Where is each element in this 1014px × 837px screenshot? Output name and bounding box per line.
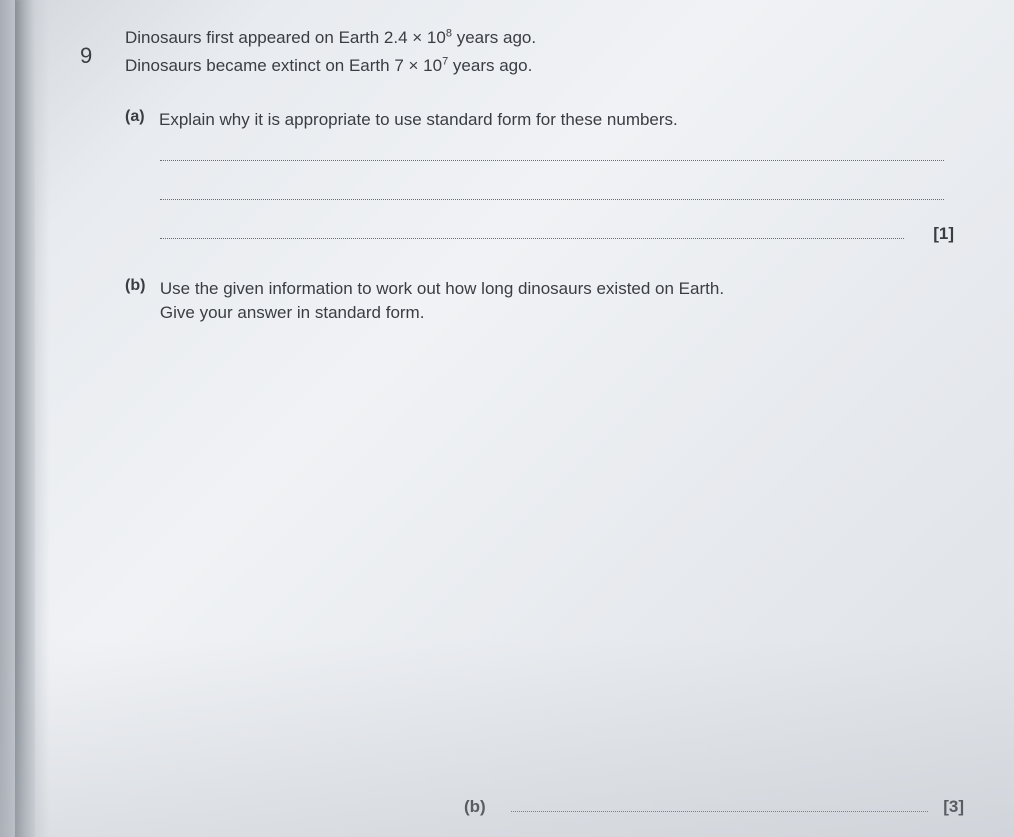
intro-value: 7 × 10 — [394, 56, 442, 75]
question-content: 9 Dinosaurs first appeared on Earth 2.4 … — [80, 25, 984, 324]
part-b-text-line1: Use the given information to work out ho… — [160, 279, 724, 298]
answer-line: [1] — [160, 238, 904, 239]
intro-text: Dinosaurs became extinct on Earth — [125, 56, 394, 75]
part-b-answer-line — [511, 811, 929, 812]
part-a-text: Explain why it is appropriate to use sta… — [159, 108, 979, 132]
part-b: (b) Use the given information to work ou… — [125, 277, 984, 325]
part-b-label: (b) — [125, 277, 145, 295]
part-b-answer-area: (b) [3] — [464, 797, 964, 817]
answer-line — [160, 160, 944, 161]
question-number: 9 — [80, 43, 92, 69]
part-b-text: Use the given information to work out ho… — [160, 277, 980, 325]
intro-text: Dinosaurs first appeared on Earth — [125, 28, 384, 47]
intro-line-2: Dinosaurs became extinct on Earth 7 × 10… — [125, 53, 984, 79]
part-a-answer-lines: [1] — [160, 160, 984, 239]
part-b-answer-label: (b) — [464, 797, 486, 817]
part-b-text-line2: Give your answer in standard form. — [160, 303, 425, 322]
intro-line-1: Dinosaurs first appeared on Earth 2.4 × … — [125, 25, 984, 51]
part-b-marks: [3] — [943, 797, 964, 817]
part-a-label: (a) — [125, 108, 145, 126]
part-b-answer-row: (b) [3] — [464, 797, 964, 817]
part-a-marks: [1] — [933, 224, 954, 244]
part-a: (a) Explain why it is appropriate to use… — [125, 108, 984, 132]
answer-line — [160, 199, 944, 200]
page-curl — [15, 0, 35, 837]
intro-text-after: years ago. — [452, 28, 536, 47]
question-intro: Dinosaurs first appeared on Earth 2.4 × … — [125, 25, 984, 78]
intro-value: 2.4 × 10 — [384, 28, 446, 47]
intro-text-after: years ago. — [448, 56, 532, 75]
